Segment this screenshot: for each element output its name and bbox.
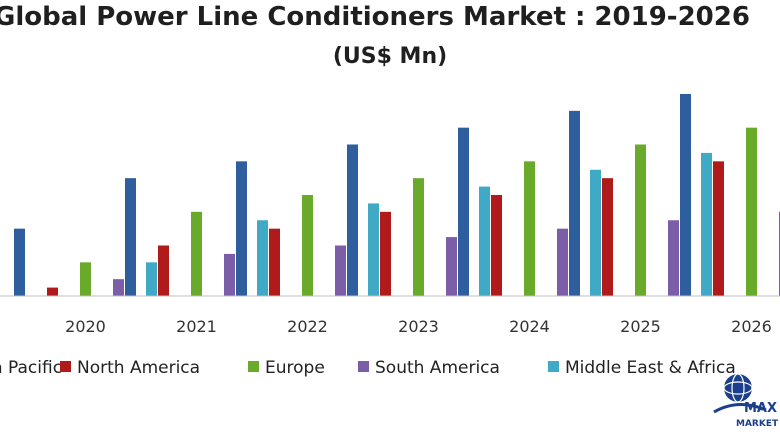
- bar-2023-2: [413, 178, 424, 296]
- legend-swatch: [358, 361, 369, 372]
- bar-2024-4: [590, 169, 601, 296]
- bar-2022-1: [269, 228, 280, 296]
- bar-2023-4: [479, 186, 490, 296]
- bar-2026-1: [713, 161, 724, 296]
- x-tick-label: 2021: [176, 317, 217, 336]
- bar-2021-2: [191, 211, 202, 296]
- legend-swatch: [60, 361, 71, 372]
- bar-2025-1: [602, 178, 613, 296]
- bar-2024-0: [458, 127, 469, 297]
- svg-text:MAX: MAX: [744, 401, 777, 416]
- bar-2022-2: [302, 195, 313, 296]
- bar-2021-4: [257, 220, 268, 296]
- bar-2022-3: [335, 245, 346, 296]
- globe-icon: [713, 373, 767, 414]
- bar-2022-0: [236, 161, 247, 296]
- bar-2020-2: [80, 262, 91, 296]
- bar-2021-0: [125, 178, 136, 296]
- chart-title: Global Power Line Conditioners Market : …: [0, 2, 750, 32]
- chart-subtitle: (US$ Mn): [332, 44, 448, 69]
- bars-group: [14, 94, 780, 297]
- bar-2020-0: [14, 228, 25, 296]
- x-tick-label: 2024: [509, 317, 550, 336]
- svg-text:MARKET: MARKET: [736, 419, 779, 429]
- bar-2026-0: [680, 94, 691, 296]
- bar-2025-0: [569, 110, 580, 296]
- x-tick-label: 2025: [620, 317, 661, 336]
- bar-2020-4: [146, 262, 157, 296]
- legend-label: Asia Pacific: [0, 358, 62, 378]
- legend-label: South America: [375, 358, 500, 378]
- legend-swatch: [248, 361, 259, 372]
- bar-2021-1: [158, 245, 169, 296]
- bar-2026-2: [746, 127, 757, 297]
- brand-logo: MAX MARKET: [713, 373, 779, 429]
- bar-2025-3: [668, 220, 679, 296]
- bar-2025-4: [701, 152, 712, 296]
- x-tick-label: 2023: [398, 317, 439, 336]
- x-tick-label: 2026: [731, 317, 772, 336]
- legend: Asia Pacific North America Europe South Ame…: [0, 358, 736, 378]
- legend-label: North America: [77, 358, 200, 378]
- bar-2022-4: [368, 203, 379, 296]
- bar-2021-3: [224, 253, 235, 296]
- bar-2024-1: [491, 195, 502, 296]
- bar-2024-3: [557, 228, 568, 296]
- x-ticks-group: 2020 2021 2022 2023 2024 2025 2026: [65, 317, 772, 336]
- bar-2020-3: [113, 279, 124, 296]
- legend-label: Europe: [265, 358, 325, 378]
- bar-2024-2: [524, 161, 535, 296]
- x-tick-label: 2020: [65, 317, 106, 336]
- bar-2025-2: [635, 144, 646, 296]
- legend-swatch: [548, 361, 559, 372]
- bar-2023-3: [446, 237, 457, 296]
- legend-label: Middle East & Africa: [565, 358, 736, 378]
- bar-2020-1: [47, 287, 58, 296]
- bar-2023-0: [347, 144, 358, 296]
- x-tick-label: 2022: [287, 317, 328, 336]
- bar-2023-1: [380, 211, 391, 296]
